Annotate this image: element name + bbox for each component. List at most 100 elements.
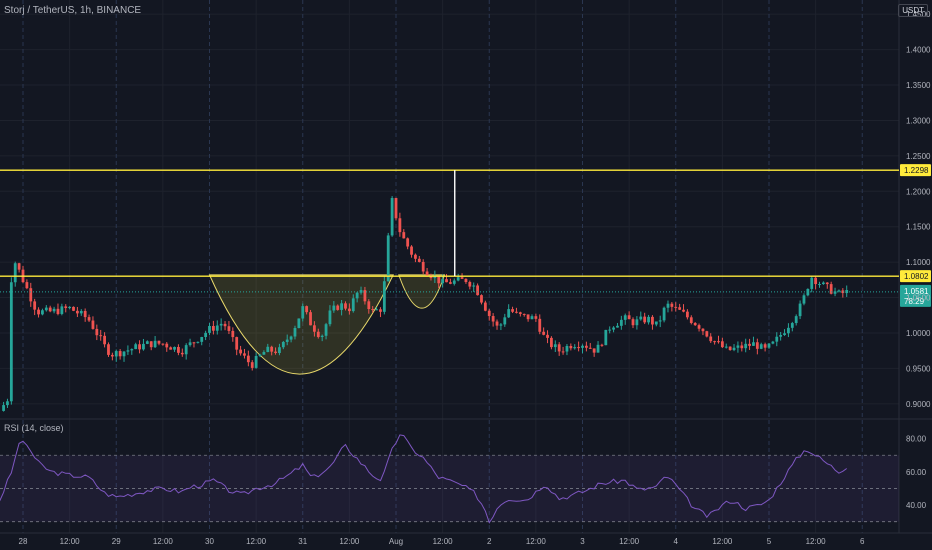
candle-body[interactable] (289, 336, 293, 340)
candle[interactable] (285, 334, 289, 346)
candle[interactable] (336, 304, 340, 311)
candle[interactable] (239, 345, 242, 356)
time-axis[interactable]: 28 12:00 29 12:00 30 12:00 31 12:00 Aug 12:00 2 12:… (19, 537, 865, 546)
candle-body[interactable] (126, 350, 130, 352)
candle-body[interactable] (6, 401, 9, 406)
candle[interactable] (313, 321, 316, 337)
candle-body[interactable] (829, 284, 833, 294)
candle[interactable] (744, 338, 748, 353)
candle[interactable] (344, 301, 347, 311)
candle-body[interactable] (810, 277, 814, 289)
candle[interactable] (95, 324, 99, 341)
candle-body[interactable] (717, 341, 720, 343)
candle[interactable] (596, 341, 600, 353)
candle[interactable] (833, 287, 837, 297)
candle[interactable] (359, 286, 363, 295)
candle-body[interactable] (134, 344, 138, 350)
candle-body[interactable] (79, 310, 83, 314)
candle-body[interactable] (553, 344, 557, 348)
candle[interactable] (379, 307, 382, 318)
candle-body[interactable] (724, 346, 728, 348)
candle[interactable] (161, 343, 165, 346)
candle-body[interactable] (612, 327, 615, 330)
candle[interactable] (355, 291, 359, 303)
candle[interactable] (33, 298, 37, 316)
candle[interactable] (402, 229, 406, 239)
candle[interactable] (755, 338, 759, 355)
candle-body[interactable] (709, 336, 713, 342)
price-axis[interactable]: 1.4500 1.4000 1.3500 1.3000 1.2500 1.2000 1.15… (906, 10, 931, 510)
candle-body[interactable] (406, 238, 410, 247)
candle-body[interactable] (72, 306, 75, 311)
candle[interactable] (588, 343, 592, 349)
candle-body[interactable] (231, 330, 235, 338)
candle[interactable] (643, 312, 647, 325)
candle[interactable] (686, 309, 689, 320)
candle-body[interactable] (837, 290, 841, 292)
candle-body[interactable] (278, 347, 281, 353)
candle-body[interactable] (592, 348, 596, 353)
candle[interactable] (79, 309, 83, 316)
candle-body[interactable] (266, 346, 270, 353)
candle-body[interactable] (814, 277, 818, 285)
candle[interactable] (367, 299, 371, 314)
candle-body[interactable] (713, 341, 717, 343)
last-price-tag[interactable] (900, 284, 931, 307)
candle-body[interactable] (161, 343, 165, 345)
candle[interactable] (522, 313, 526, 317)
candle[interactable] (157, 340, 161, 346)
candle[interactable] (794, 314, 798, 326)
candle[interactable] (720, 337, 724, 348)
candle-body[interactable] (654, 321, 658, 325)
candle-body[interactable] (110, 354, 114, 357)
candle[interactable] (651, 315, 654, 330)
candle[interactable] (682, 304, 685, 313)
candle-body[interactable] (52, 308, 56, 312)
candle-body[interactable] (75, 310, 79, 314)
candle[interactable] (779, 331, 783, 341)
candle[interactable] (320, 334, 324, 342)
candle[interactable] (763, 342, 767, 352)
candle-body[interactable] (557, 344, 561, 352)
candle[interactable] (29, 282, 33, 307)
candle[interactable] (301, 303, 305, 322)
candle[interactable] (670, 302, 674, 312)
candle-body[interactable] (658, 320, 662, 322)
candle-body[interactable] (359, 290, 363, 293)
candle[interactable] (483, 300, 487, 312)
candle[interactable] (538, 314, 542, 335)
candle[interactable] (476, 283, 479, 296)
candle-body[interactable] (755, 342, 759, 349)
candle-body[interactable] (344, 303, 347, 309)
candle[interactable] (417, 256, 421, 263)
candle[interactable] (250, 360, 254, 371)
candle-body[interactable] (608, 329, 612, 331)
candle-body[interactable] (351, 298, 355, 312)
candle-body[interactable] (274, 351, 277, 353)
candle-body[interactable] (775, 336, 779, 342)
candle-body[interactable] (507, 309, 511, 318)
candle[interactable] (114, 349, 118, 362)
candle-body[interactable] (95, 328, 99, 336)
candle[interactable] (619, 315, 623, 330)
candle-body[interactable] (825, 282, 829, 285)
candle-body[interactable] (818, 284, 821, 286)
candle[interactable] (188, 338, 192, 347)
candle-body[interactable] (309, 312, 312, 326)
candle[interactable] (666, 300, 670, 313)
candle[interactable] (534, 313, 538, 322)
candle-body[interactable] (169, 347, 173, 350)
candle-body[interactable] (530, 316, 534, 320)
candle-body[interactable] (239, 349, 242, 354)
candle-body[interactable] (752, 342, 755, 346)
candle-body[interactable] (118, 351, 122, 357)
candle-body[interactable] (456, 277, 460, 281)
candle-body[interactable] (577, 347, 581, 349)
candle[interactable] (309, 309, 312, 326)
candle[interactable] (421, 259, 425, 275)
candle-body[interactable] (398, 218, 402, 233)
candle-body[interactable] (313, 325, 316, 332)
candle-body[interactable] (44, 307, 48, 311)
candle-body[interactable] (736, 345, 740, 348)
candle[interactable] (184, 343, 188, 360)
